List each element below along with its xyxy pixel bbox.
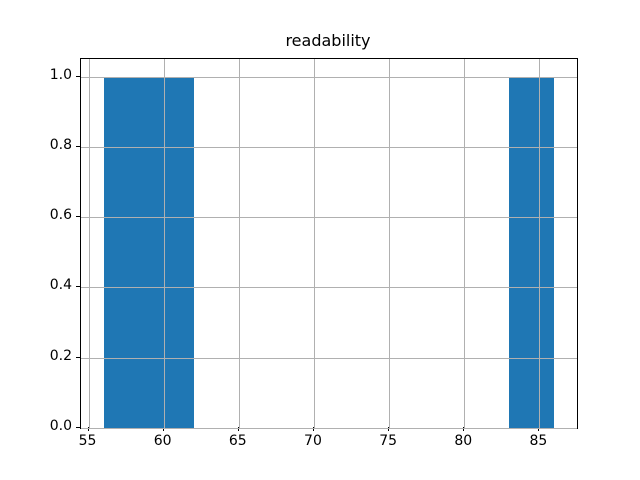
x-axis-tick [538, 427, 540, 431]
y-axis-tick [76, 356, 80, 358]
grid-line-vertical [313, 59, 315, 428]
grid-line-horizontal [81, 428, 577, 429]
y-tick-label: 0.8 [49, 136, 72, 153]
x-tick-label: 75 [379, 433, 398, 449]
y-axis-tick [76, 145, 80, 147]
y-tick-label: 0.4 [49, 277, 72, 294]
x-axis-tick [162, 427, 164, 431]
histogram-bar [509, 76, 555, 428]
x-tick-label: 55 [78, 433, 97, 449]
grid-line-vertical [163, 59, 165, 428]
x-axis-tick [388, 427, 390, 431]
grid-line-horizontal [81, 76, 577, 78]
x-axis-tick [87, 427, 89, 431]
grid-line-horizontal [81, 287, 577, 289]
chart-title: readability [285, 31, 371, 50]
plot-area [80, 58, 578, 429]
y-tick-label: 1.0 [49, 66, 72, 83]
y-tick-label: 0.2 [49, 347, 72, 364]
x-tick-label: 80 [454, 433, 473, 449]
y-axis-tick [76, 216, 80, 218]
grid-line-vertical [238, 59, 240, 428]
grid-line-horizontal [81, 146, 577, 148]
grid-line-vertical [464, 59, 466, 428]
x-axis-tick [237, 427, 239, 431]
grid-line-vertical [88, 59, 90, 428]
x-tick-label: 70 [304, 433, 322, 449]
histogram-bar [103, 76, 194, 428]
grid-line-vertical [539, 59, 541, 428]
x-axis-tick [312, 427, 314, 431]
grid-line-horizontal [81, 217, 577, 219]
grid-line-horizontal [81, 357, 577, 359]
y-tick-label: 0.6 [49, 207, 72, 224]
x-tick-label: 65 [228, 433, 247, 449]
y-tick-label: 0.0 [49, 418, 72, 434]
x-axis-tick [463, 427, 465, 431]
y-axis-tick [76, 286, 80, 288]
y-axis-tick [76, 75, 80, 77]
grid-line-vertical [389, 59, 391, 428]
x-tick-label: 60 [153, 433, 172, 449]
x-tick-label: 85 [529, 433, 548, 449]
y-axis-tick [76, 427, 80, 428]
